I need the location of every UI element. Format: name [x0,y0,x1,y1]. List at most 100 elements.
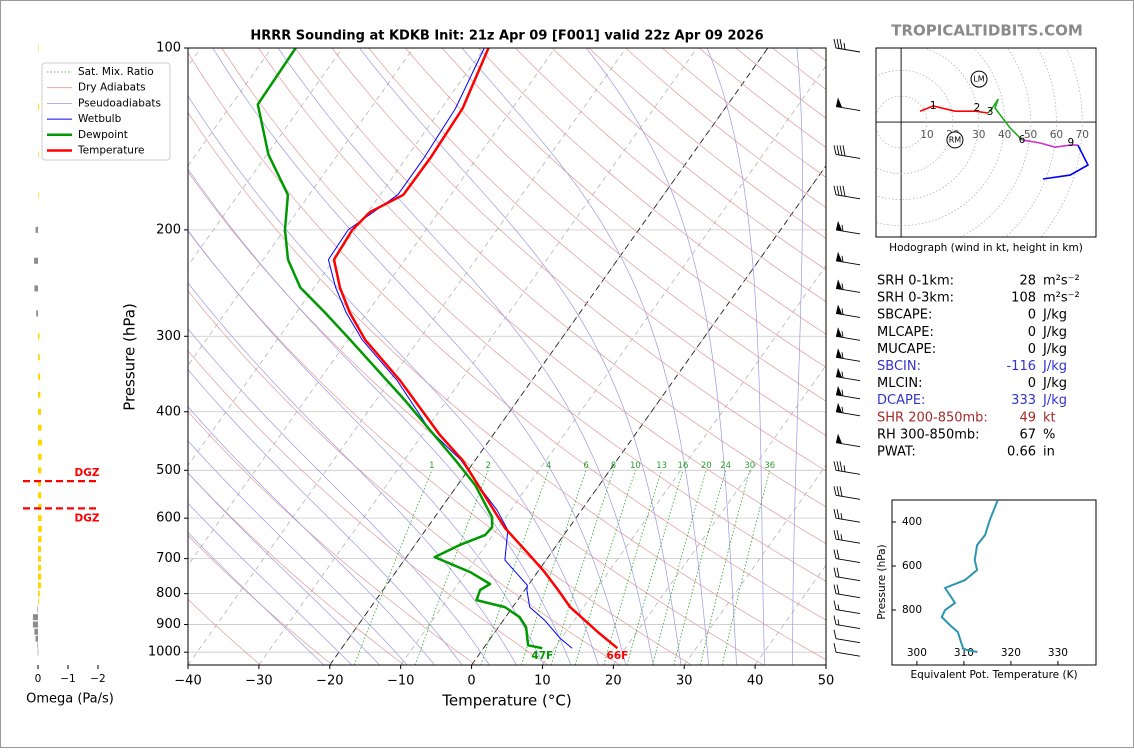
stat-value: 67 [1019,427,1036,442]
omega-bar [36,310,38,316]
omega-bar [36,227,38,233]
y-tick-label: 600 [156,511,181,526]
stat-label: MUCAPE: [877,342,936,357]
mixing-ratio-label: 2 [486,461,491,471]
stat-value: 28 [1019,274,1036,289]
theta-y-tick-label: 600 [902,560,922,572]
omega-bar [38,467,41,473]
y-tick-label: 100 [156,41,181,56]
y-tick-label: 1000 [148,645,181,660]
omega-bar [38,556,41,562]
omega-bar [38,515,42,521]
omega-bar [38,409,41,415]
omega-bar [33,622,38,628]
mixing-ratio-label: 36 [764,461,775,471]
x-tick-label: 40 [747,674,764,689]
y-axis-label: Pressure (hPa) [121,303,139,411]
x-tick-label: 30 [676,674,693,689]
theta-y-tick-label: 400 [902,516,922,528]
stat-unit: in [1043,445,1055,460]
omega-bar [38,374,40,380]
omega-bar [34,258,38,264]
hodo-ring-label: 40 [998,129,1011,141]
mixing-ratio-label: 16 [678,461,689,471]
omega-bar [38,582,41,588]
legend-label: Pseudoadiabats [78,97,161,109]
mixing-ratio-label: 10 [630,461,641,471]
stat-label: SHR 200-850mb: [877,410,988,425]
omega-bar [37,607,38,613]
omega-bar [38,599,39,605]
stat-unit: % [1043,427,1055,442]
hodo-height-label: 1 [930,100,937,112]
stat-value: 0 [1028,308,1036,323]
stat-label: DCAPE: [877,393,925,408]
omega-bar [38,104,39,110]
x-tick-label: −20 [316,674,343,689]
hodo-ring-label: 70 [1076,129,1089,141]
omega-bar [38,492,41,498]
y-tick-label: 700 [156,551,181,566]
omega-bar [37,643,38,649]
omega-bar [38,649,39,655]
theta-x-tick-label: 330 [1048,647,1068,659]
omega-bar [38,151,39,157]
stat-label: MLCIN: [877,376,922,391]
y-tick-label: 800 [156,586,181,601]
x-tick-label: 20 [605,674,622,689]
x-tick-label: −40 [174,674,201,689]
storm-motion-label: LM [973,75,984,84]
hodo-height-label: 9 [1068,137,1075,149]
legend-label: Temperature [77,145,145,157]
stat-unit: J/kg [1042,393,1067,408]
y-tick-label: 200 [156,222,181,237]
hodograph-caption: Hodograph (wind in kt, height in km) [889,242,1083,254]
mixing-ratio-label: 6 [583,461,588,471]
omega-bar [38,440,42,446]
dgz-label: DGZ [75,512,100,524]
surface-label: 66F [607,650,629,662]
omega-x-tick-label: −1 [60,673,75,685]
stat-value: 0 [1028,325,1036,340]
y-tick-label: 400 [156,404,181,419]
omega-bar [38,354,40,360]
y-tick-label: 500 [156,463,181,478]
stat-unit: J/kg [1042,359,1067,374]
theta-x-tick-label: 300 [907,647,927,659]
omega-bar [38,454,42,460]
storm-motion-label: RM [949,135,962,144]
x-axis-label: Temperature (°C) [441,692,571,710]
omega-bar [34,285,38,291]
stat-value: 49 [1019,410,1036,425]
omega-bar [38,192,39,198]
stat-value: 333 [1011,393,1036,408]
omega-x-tick-label: −2 [90,673,105,685]
theta-y-tick-label: 800 [902,604,922,616]
omega-bar [38,526,42,532]
stat-label: RH 300-850mb: [877,427,980,442]
omega-bar [33,614,38,620]
stat-label: PWAT: [877,445,916,460]
omega-bar [36,636,38,642]
stat-label: MLCAPE: [877,325,934,340]
watermark: TROPICALTIDBITS.COM [891,22,1083,40]
stat-value: 108 [1011,291,1036,306]
theta-x-tick-label: 320 [1001,647,1021,659]
legend-label: Wetbulb [78,113,122,125]
stat-unit: J/kg [1042,308,1067,323]
hodo-ring-label: 30 [972,129,985,141]
stat-unit: m²s⁻² [1043,274,1080,289]
stat-value: 0 [1028,376,1036,391]
legend-label: Sat. Mix. Ratio [78,66,154,78]
theta-e-x-label: Equivalent Pot. Temperature (K) [910,669,1077,681]
stat-value: -116 [1006,359,1036,374]
x-tick-label: 0 [467,674,475,689]
dgz-label: DGZ [75,467,100,479]
mixing-ratio-label: 13 [656,461,667,471]
mixing-ratio-label: 24 [720,461,731,471]
stat-value: 0.66 [1007,445,1036,460]
stat-unit: m²s⁻² [1043,291,1080,306]
